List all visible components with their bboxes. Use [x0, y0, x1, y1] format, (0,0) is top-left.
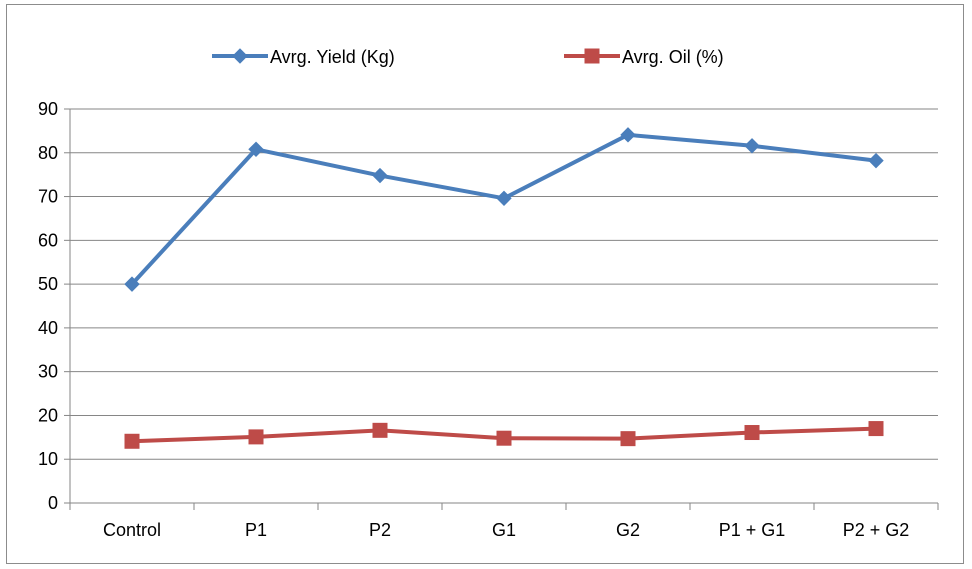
square-marker — [248, 429, 264, 445]
y-tick-label: 60 — [38, 230, 58, 250]
legend-item: Avrg. Yield (Kg) — [212, 47, 395, 67]
legend-label: Avrg. Oil (%) — [622, 47, 724, 67]
square-marker — [744, 425, 760, 441]
square-marker — [496, 430, 512, 446]
series-line — [130, 132, 877, 286]
square-marker — [372, 422, 388, 438]
legend-diamond-icon — [232, 48, 248, 64]
diamond-marker — [868, 152, 884, 169]
square-marker — [868, 421, 884, 437]
gridlines — [70, 108, 938, 460]
x-tick-label: P1 — [245, 520, 267, 540]
square-marker — [124, 433, 140, 449]
x-tick-label: P1 + G1 — [719, 520, 786, 540]
series-layer — [124, 127, 884, 449]
x-tick-label: P2 — [369, 520, 391, 540]
x-tick-label: Control — [103, 520, 161, 540]
diamond-marker — [124, 276, 140, 292]
diamond-marker — [496, 190, 512, 207]
x-tick-label: G2 — [616, 520, 640, 540]
y-tick-label: 10 — [38, 449, 58, 469]
square-marker — [620, 431, 636, 447]
y-tick-label: 90 — [38, 99, 58, 119]
y-ticks: 0 10 20 30 40 50 60 70 80 90 — [38, 99, 70, 513]
legend-square-icon — [584, 48, 600, 64]
y-tick-label: 0 — [48, 493, 58, 513]
legend-item: Avrg. Oil (%) — [564, 47, 724, 67]
series-oil — [124, 421, 884, 449]
legend: Avrg. Yield (Kg) Avrg. Oil (%) — [212, 47, 724, 67]
diamond-marker — [248, 141, 264, 157]
y-tick-label: 30 — [38, 362, 58, 382]
y-tick-label: 50 — [38, 274, 58, 294]
diamond-marker — [372, 167, 388, 184]
axes — [69, 109, 938, 504]
x-tick-label: P2 + G2 — [843, 520, 910, 540]
diamond-marker — [744, 138, 760, 154]
y-tick-label: 20 — [38, 405, 58, 425]
legend-label: Avrg. Yield (Kg) — [270, 47, 395, 67]
series-yield — [124, 127, 884, 292]
x-tick-label: G1 — [492, 520, 516, 540]
y-tick-label: 40 — [38, 318, 58, 338]
y-tick-label: 70 — [38, 187, 58, 207]
diamond-marker — [620, 127, 636, 143]
x-ticks: Control P1 P2 G1 G2 P1 + G1 P2 + G2 — [69, 503, 939, 540]
y-tick-label: 80 — [38, 143, 58, 163]
